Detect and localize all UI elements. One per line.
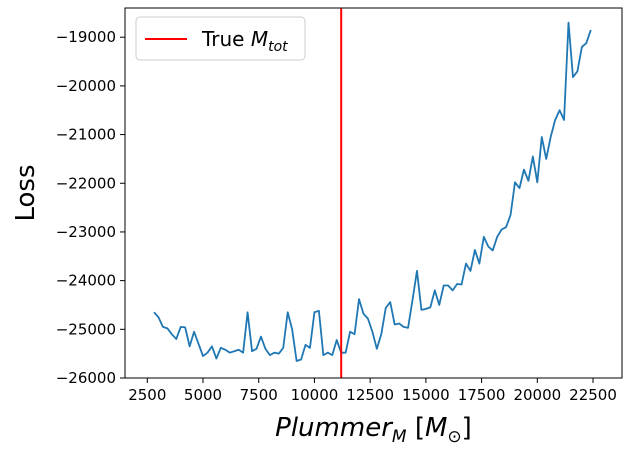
- x-axis-label: PlummerM [M⊙]: [275, 413, 472, 447]
- y-tick-label: −21000: [56, 126, 116, 144]
- x-tick-label: 12500: [346, 386, 394, 404]
- x-axis-label-unit-close: ]: [462, 413, 472, 443]
- x-tick-label: 17500: [458, 386, 506, 404]
- legend-label-subscript: tot: [268, 39, 288, 55]
- series-line-0: [153, 21, 592, 362]
- y-tick-label: −23000: [56, 223, 116, 241]
- y-tick-label: −20000: [56, 77, 116, 95]
- legend: True Mtot: [135, 16, 306, 61]
- y-axis-ticks: −26000 −25000 −24000 −23000 −22000 −21000 −200…: [56, 28, 125, 387]
- x-tick-label: 7500: [240, 386, 278, 404]
- x-axis-label-unit-subscript: ⊙: [447, 427, 461, 447]
- x-axis-ticks: 2500 5000 7500 10000 12500 15000 17500 20000 225…: [128, 378, 617, 404]
- x-axis-label-main: Plummer: [275, 413, 394, 443]
- legend-box: [135, 16, 306, 61]
- plot-frame: [124, 7, 623, 379]
- y-tick-label: −24000: [56, 272, 116, 290]
- y-tick-label: −19000: [56, 28, 116, 46]
- x-axis-label-subscript: M: [392, 427, 407, 447]
- x-axis-label-unit-var: M: [425, 413, 447, 443]
- plot-area: [124, 7, 623, 379]
- x-tick-label: 10000: [291, 386, 339, 404]
- x-tick-label: 5000: [184, 386, 222, 404]
- legend-label-var: M: [251, 27, 268, 51]
- x-tick-label: 15000: [402, 386, 450, 404]
- x-tick-label: 20000: [513, 386, 561, 404]
- x-axis-label-unit-open: [: [407, 413, 425, 443]
- y-tick-label: −25000: [56, 320, 116, 338]
- y-tick-label: −26000: [56, 369, 116, 387]
- legend-label-main: True: [201, 27, 251, 51]
- y-tick-label: −22000: [56, 174, 116, 192]
- y-axis-label: Loss: [11, 164, 41, 221]
- series-layer: [153, 21, 592, 362]
- x-tick-label: 22500: [569, 386, 617, 404]
- x-tick-label: 2500: [128, 386, 166, 404]
- legend-label-true-mtot: True Mtot: [201, 27, 288, 55]
